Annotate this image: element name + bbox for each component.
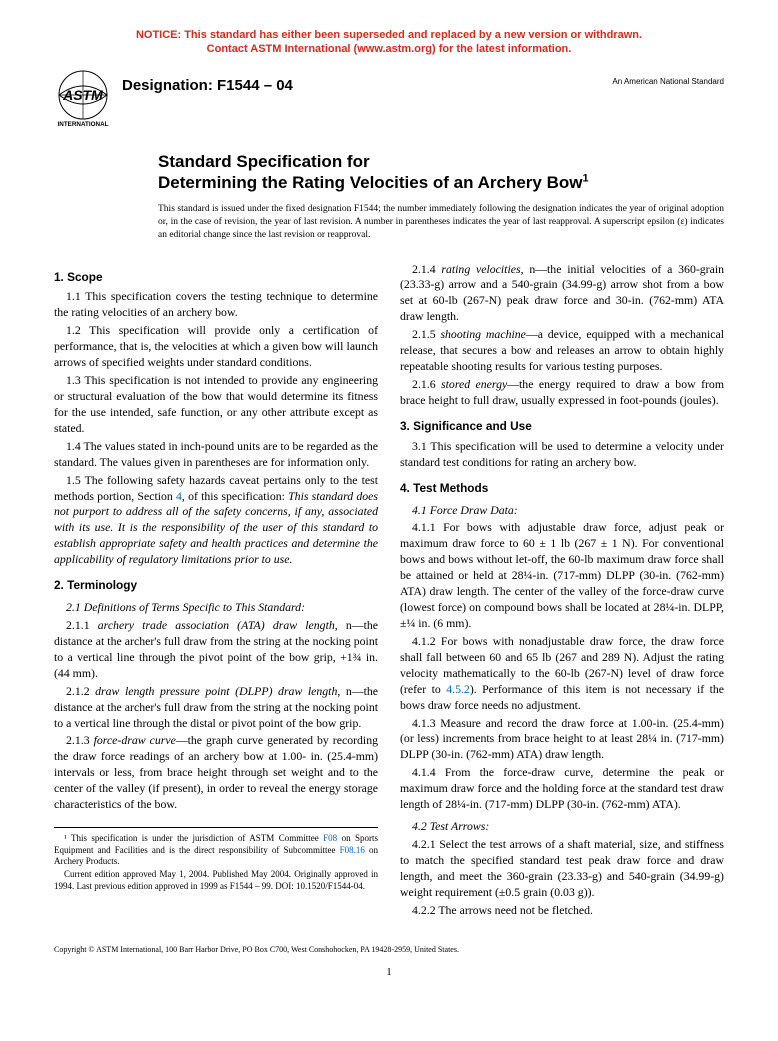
section-1-heading: 1. Scope: [54, 270, 378, 286]
para-1-2: 1.2 This specification will provide only…: [54, 323, 378, 371]
document-title: Standard Specification for Determining t…: [158, 151, 724, 194]
footnote-edition: Current edition approved May 1, 2004. Pu…: [54, 869, 378, 892]
para-1-3: 1.3 This specification is not intended t…: [54, 373, 378, 437]
footnote-1: ¹ This specification is under the jurisd…: [54, 833, 378, 868]
right-column: 2.1.4 rating velocities, n—the initial v…: [400, 260, 724, 921]
para-4-1-3: 4.1.3 Measure and record the draw force …: [400, 716, 724, 764]
para-2-1-6: 2.1.6 stored energy—the energy required …: [400, 377, 724, 409]
para-4-1-1: 4.1.1 For bows with adjustable draw forc…: [400, 520, 724, 631]
para-2-1-2: 2.1.2 draw length pressure point (DLPP) …: [54, 684, 378, 732]
notice-line1: NOTICE: This standard has either been su…: [136, 29, 642, 41]
body-columns: 1. Scope 1.1 This specification covers t…: [54, 260, 724, 921]
subcommittee-f0816-link[interactable]: F08.16: [340, 845, 365, 855]
para-4-2-2: 4.2.2 The arrows need not be fletched.: [400, 903, 724, 919]
para-3-1: 3.1 This specification will be used to d…: [400, 439, 724, 471]
notice-line2: Contact ASTM International (www.astm.org…: [207, 43, 572, 55]
para-2-1-4: 2.1.4 rating velocities, n—the initial v…: [400, 262, 724, 326]
para-4-2-1: 4.2.1 Select the test arrows of a shaft …: [400, 837, 724, 901]
para-1-4: 1.4 The values stated in inch-pound unit…: [54, 439, 378, 471]
subsection-4-2: 4.2 Test Arrows:: [400, 819, 724, 835]
subsection-2-1: 2.1 Definitions of Terms Specific to Thi…: [54, 600, 378, 616]
header-row: ASTM INTERNATIONAL Designation: F1544 – …: [54, 69, 724, 127]
designation: Designation: F1544 – 04: [122, 77, 293, 94]
copyright-line: Copyright © ASTM International, 100 Barr…: [54, 945, 724, 954]
committee-f08-link[interactable]: F08: [323, 833, 337, 843]
para-4-1-2: 4.1.2 For bows with nonadjustable draw f…: [400, 634, 724, 714]
document-page: NOTICE: This standard has either been su…: [0, 0, 778, 998]
title-line1: Standard Specification for: [158, 152, 370, 171]
para-2-1-1: 2.1.1 archery trade association (ATA) dr…: [54, 618, 378, 682]
para-2-1-3: 2.1.3 force-draw curve—the graph curve g…: [54, 733, 378, 813]
title-footnote-ref: 1: [582, 172, 588, 184]
section-3-heading: 3. Significance and Use: [400, 419, 724, 435]
subsection-4-1: 4.1 Force Draw Data:: [400, 503, 724, 519]
svg-text:INTERNATIONAL: INTERNATIONAL: [58, 121, 109, 127]
page-number: 1: [54, 966, 724, 978]
para-2-1-5: 2.1.5 shooting machine—a device, equippe…: [400, 327, 724, 375]
issuance-note: This standard is issued under the fixed …: [158, 203, 724, 241]
para-1-5: 1.5 The following safety hazards caveat …: [54, 473, 378, 569]
para-4-1-4: 4.1.4 From the force-draw curve, determi…: [400, 765, 724, 813]
astm-logo: ASTM INTERNATIONAL: [54, 69, 112, 127]
ref-4-5-2[interactable]: 4.5.2: [446, 682, 470, 696]
title-line2: Determining the Rating Velocities of an …: [158, 173, 582, 192]
supersession-notice: NOTICE: This standard has either been su…: [54, 28, 724, 57]
national-standard-label: An American National Standard: [612, 77, 724, 86]
section-4-heading: 4. Test Methods: [400, 481, 724, 497]
para-1-1: 1.1 This specification covers the testin…: [54, 289, 378, 321]
left-column: 1. Scope 1.1 This specification covers t…: [54, 260, 378, 921]
svg-text:ASTM: ASTM: [62, 87, 103, 103]
section-2-heading: 2. Terminology: [54, 578, 378, 594]
footnote-block: ¹ This specification is under the jurisd…: [54, 827, 378, 892]
